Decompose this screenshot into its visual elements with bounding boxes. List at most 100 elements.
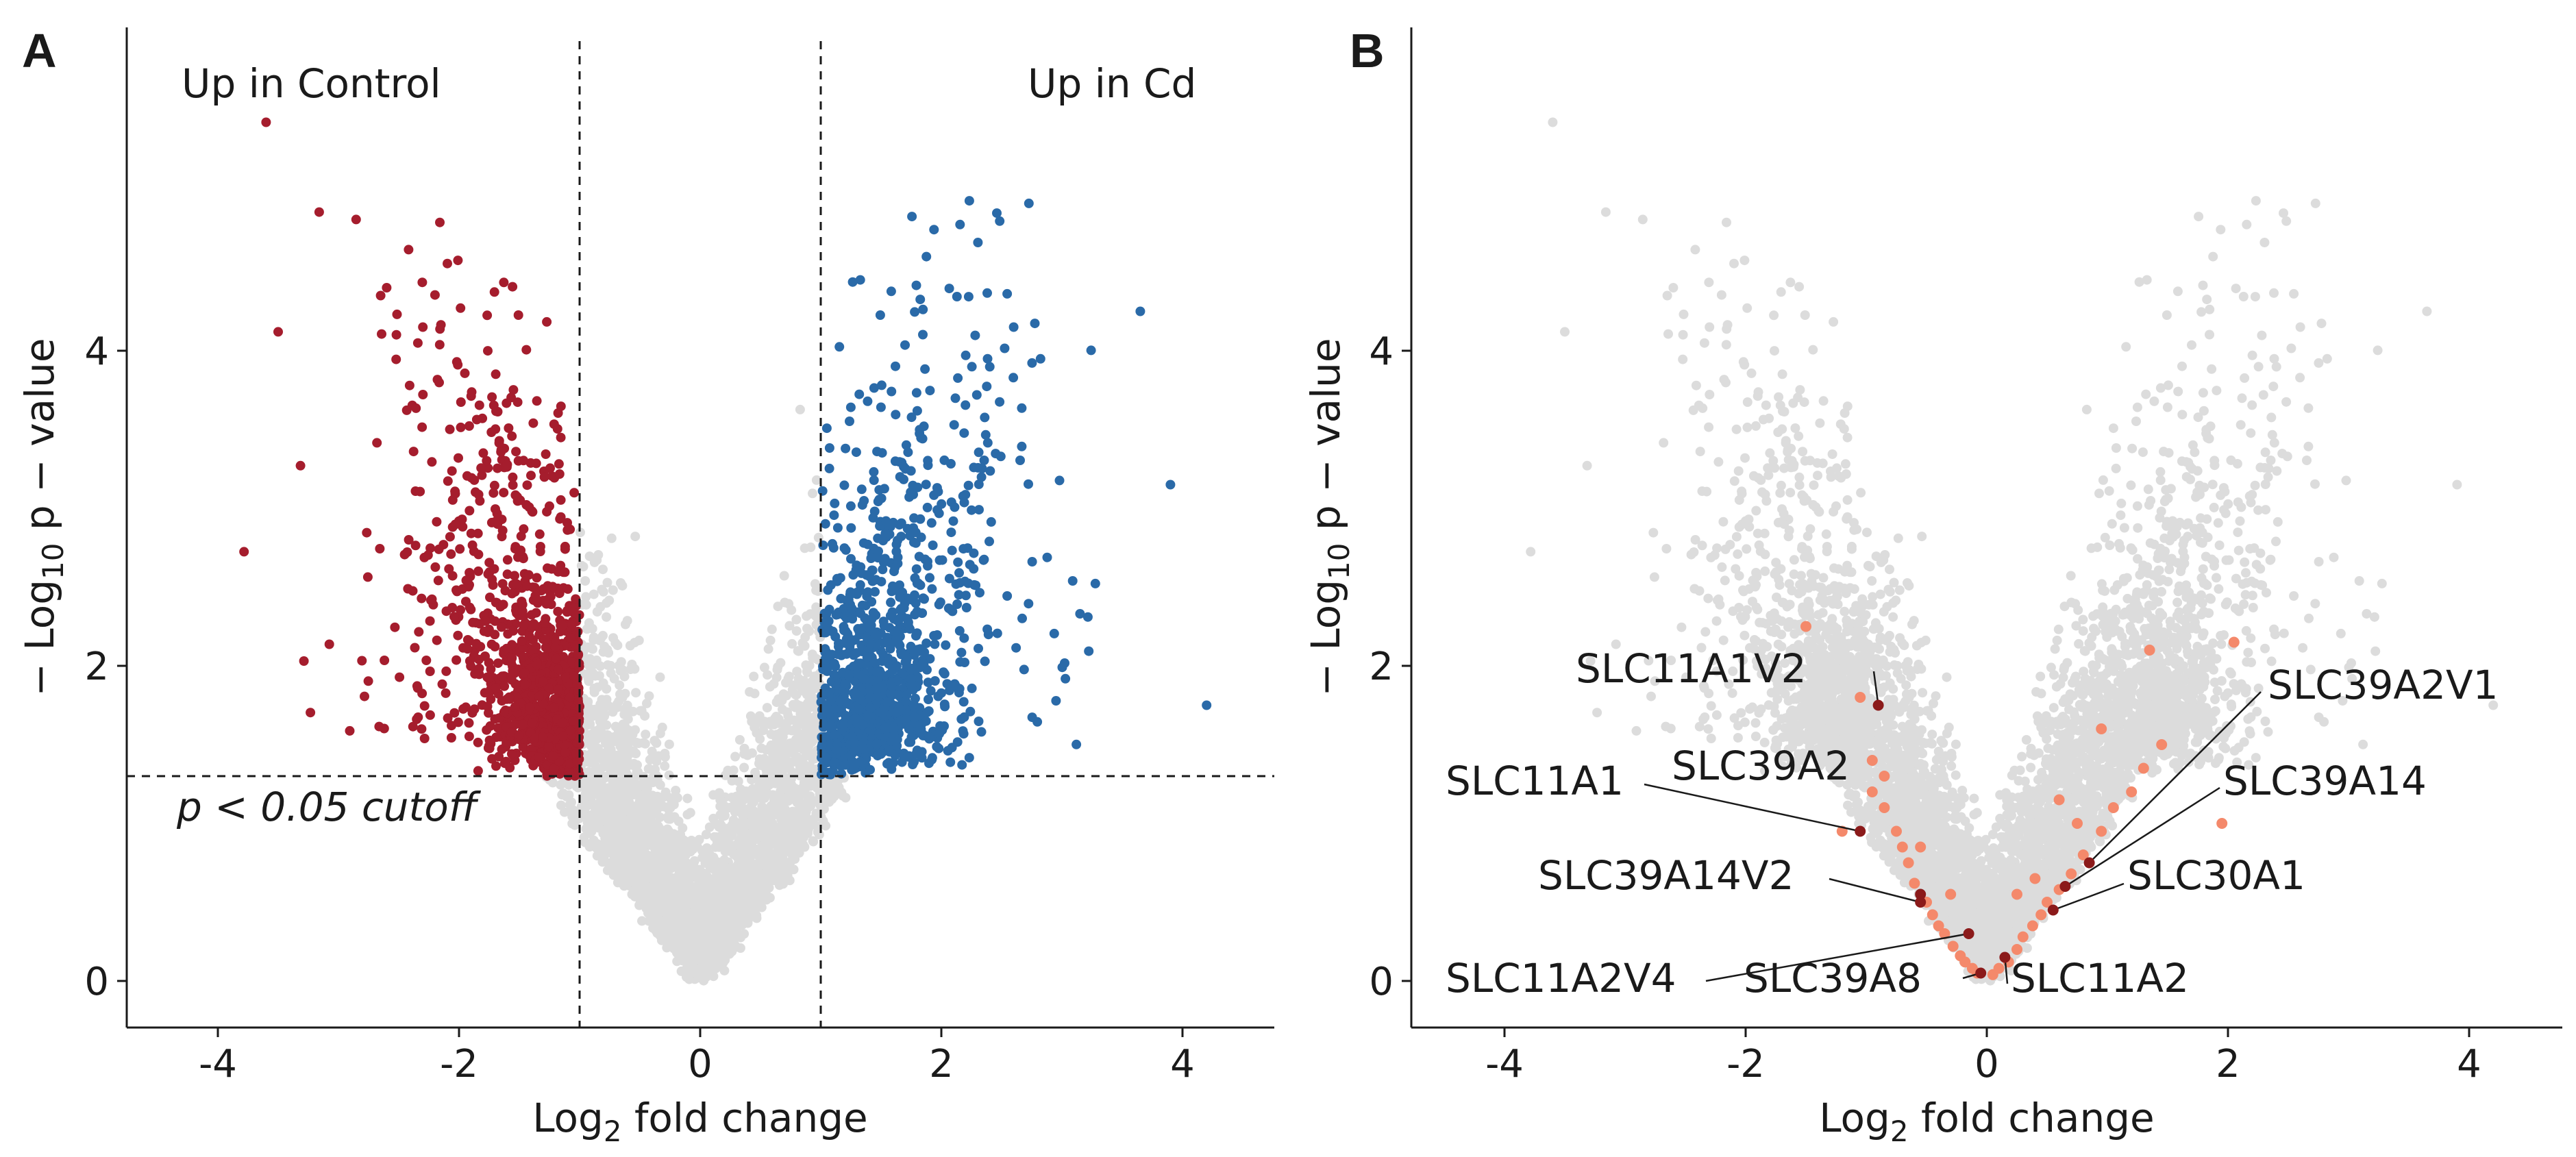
panel-a-point-ns [647, 915, 657, 925]
panel-a-point-up-cd [958, 544, 969, 554]
panel-a-point-ns [787, 725, 797, 736]
panel-a-point-ns [741, 903, 751, 912]
panel-a-point-up-cd [895, 472, 905, 482]
panel-a-point-up-cd [948, 516, 958, 526]
panel-a-point-ns [739, 762, 750, 773]
panel-a-point-up-control [569, 716, 579, 726]
panel-a-point-ns [581, 777, 591, 788]
panel-a-point-up-cd [976, 472, 987, 482]
panel-a-point-ns [760, 816, 771, 826]
panel-a-point-up-cd [944, 284, 954, 294]
panel-a-point-ns [580, 793, 590, 804]
panel-a-point-up-control [567, 620, 577, 630]
panel-a-point-up-cd [886, 286, 896, 297]
panel-a-point-up-cd [876, 402, 886, 412]
panel-a-point-ns [718, 891, 728, 901]
panel-a-point-up-control [401, 405, 412, 415]
panel-a-point-up-control [507, 749, 517, 759]
panel-a-point-up-control [519, 667, 530, 677]
panel-a-point-ns [765, 869, 775, 879]
panel-a-point-ns [756, 875, 766, 886]
panel-a-point-up-control [540, 634, 550, 645]
panel-a-point-up-cd [835, 573, 845, 583]
panel-a-point-up-control [295, 460, 306, 471]
panel-a-point-ns [625, 830, 635, 841]
panel-a-point-ns [808, 684, 817, 695]
panel-a-point-up-cd [947, 743, 957, 753]
panel-a-point-up-control [499, 277, 509, 288]
panel-a-point-up-control [417, 277, 428, 288]
panel-a-point-up-control [491, 683, 501, 693]
panel-a-point-up-control [558, 731, 568, 741]
panel-a-point-ns [708, 790, 719, 800]
panel-a-point-up-cd [1015, 456, 1025, 465]
panel-a-point-up-control [427, 594, 437, 604]
panel-a-point-up-control [491, 504, 500, 514]
panel-a-point-ns [775, 798, 785, 808]
panel-a-point-up-cd [832, 649, 843, 660]
panel-a-point-up-control [434, 544, 444, 554]
panel-a-point-ns [805, 609, 815, 619]
panel-a-point-up-control [539, 472, 549, 482]
panel-a-point-up-cd [859, 496, 869, 506]
panel-a-point-ns [640, 738, 650, 749]
panel-a-point-ns [731, 897, 741, 907]
panel-a-point-up-control [299, 656, 309, 666]
panel-a-point-up-control [345, 725, 355, 736]
panel-a-point-ns [665, 793, 676, 803]
panel-a-point-ns [773, 871, 782, 881]
panel-a-point-up-control [549, 419, 559, 430]
panel-a-point-ns [769, 832, 779, 842]
panel-a-point-ns [587, 800, 597, 810]
panel-a-point-up-cd [863, 539, 873, 549]
panel-a-point-ns [621, 776, 632, 786]
panel-a-point-up-cd [878, 564, 888, 575]
panel-a-point-up-control [419, 734, 430, 743]
panel-a-point-ns [779, 760, 789, 770]
panel-a-point-ns [602, 612, 612, 622]
panel-a-point-up-control [545, 501, 554, 511]
panel-a-point-up-control [434, 340, 445, 350]
panel-a-point-up-control [418, 322, 428, 332]
panel-a-point-up-control [484, 673, 493, 683]
panel-a-point-ns [660, 761, 670, 771]
panel-a-point-up-cd [831, 610, 841, 620]
panel-a-point-up-control [456, 303, 466, 313]
panel-a-point-ns [588, 668, 598, 678]
panel-a-point-up-control [447, 721, 456, 731]
panel-a-point-ns [740, 872, 750, 882]
panel-a-point-ns [612, 804, 623, 814]
panel-a-point-ns [738, 795, 748, 806]
panel-a-point-ns [613, 853, 623, 863]
panel-a-point-up-cd [874, 546, 883, 556]
panel-a-point-up-control [475, 619, 485, 629]
panel-a-point-ns [763, 770, 773, 780]
panel-a-point-ns [598, 630, 608, 640]
panel-a-point-up-control [501, 398, 512, 408]
panel-a-point-ns [654, 751, 664, 761]
panel-a-point-ns [631, 688, 641, 698]
panel-a-point-up-control [430, 562, 441, 572]
panel-a-point-up-cd [820, 519, 830, 529]
panel-a-point-ns [730, 751, 741, 762]
panel-a-point-up-cd [916, 433, 926, 443]
panel-a-point-ns [791, 614, 802, 625]
panel-a-point-ns [635, 706, 645, 716]
panel-a-point-ns [615, 680, 625, 691]
panel-a-point-up-control [417, 688, 428, 699]
panel-a-point-up-control [403, 584, 413, 594]
panel-a-point-ns [606, 533, 617, 543]
panel-a-point-ns [771, 733, 782, 743]
panel-a-point-up-cd [879, 621, 889, 631]
panel-a-point-ns [663, 894, 673, 904]
panel-a-point-ns [770, 854, 780, 864]
panel-a-point-up-control [415, 486, 425, 497]
panel-a-point-up-cd [1024, 198, 1034, 208]
panel-a-point-ns [791, 626, 802, 636]
panel-a-point-up-cd [963, 292, 974, 302]
panel-a-point-ns [702, 933, 713, 943]
panel-a-point-ns [694, 968, 704, 978]
panel-a-point-up-cd [916, 532, 926, 543]
panel-a-point-up-control [522, 581, 532, 591]
panel-a-point-up-control [362, 572, 373, 582]
